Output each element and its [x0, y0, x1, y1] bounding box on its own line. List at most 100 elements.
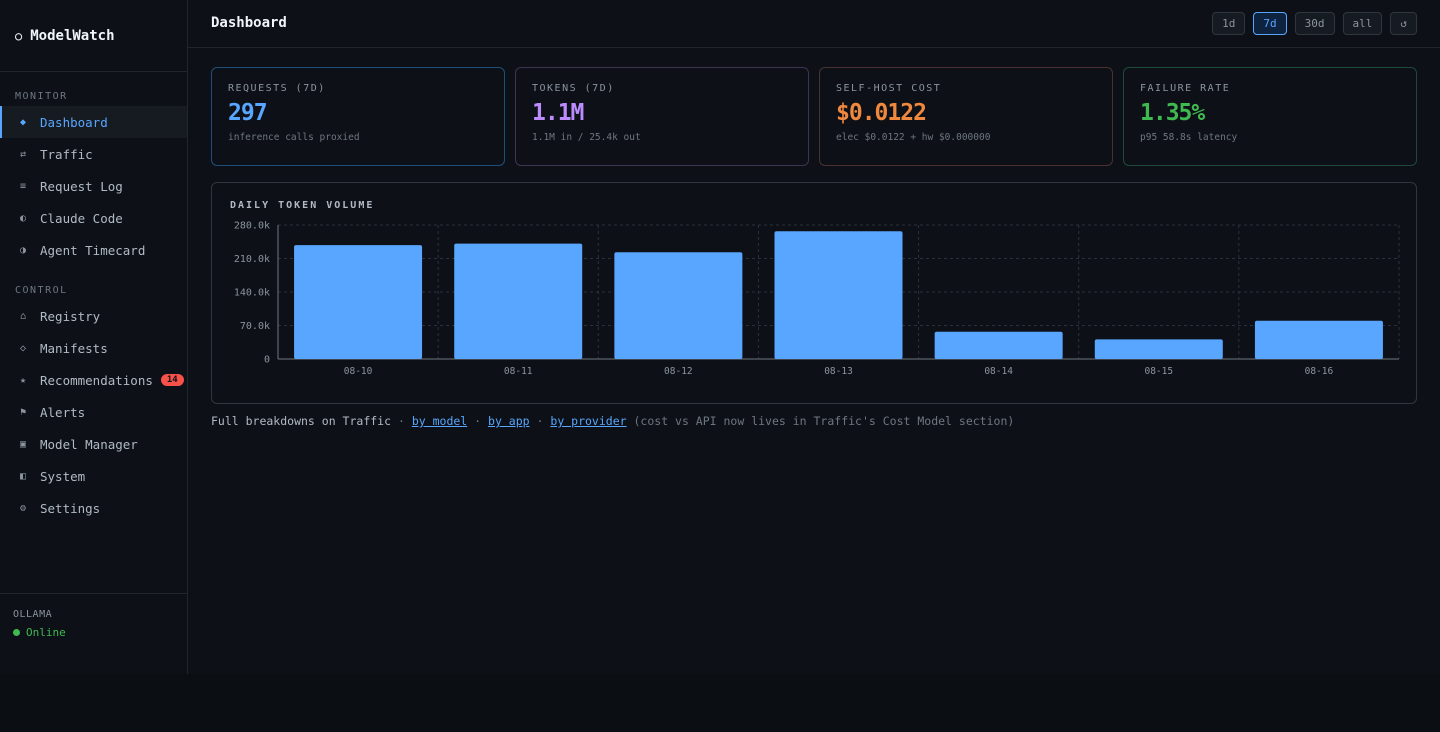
card-value: 297	[228, 100, 268, 126]
sidebar-item-claude-code[interactable]: ◐ Claude Code	[0, 202, 187, 234]
sidebar-item-label: Settings	[40, 500, 101, 516]
model-manager-icon: ▣	[20, 438, 27, 450]
card-label: SELF-HOST COST	[836, 83, 942, 94]
sidebar-item-registry[interactable]: ⌂ Registry	[0, 300, 187, 332]
x-tick-label: 08-13	[824, 366, 853, 377]
range-button-30d[interactable]: 30d	[1294, 12, 1335, 35]
sidebar-item-model-manager[interactable]: ▣ Model Manager	[0, 428, 187, 460]
by-app-link[interactable]: by app	[488, 414, 530, 428]
separator: ·	[474, 414, 482, 428]
card-value: $0.0122	[836, 100, 927, 126]
bar	[934, 331, 1063, 359]
claude-code-icon: ◐	[20, 212, 27, 224]
registry-icon: ⌂	[20, 310, 27, 322]
bottom-strip	[0, 674, 1440, 732]
request-log-icon: ≡	[20, 180, 27, 192]
sidebar-item-label: Registry	[40, 308, 101, 324]
bar	[1094, 339, 1223, 359]
y-tick-label: 70.0k	[240, 321, 270, 332]
card-subtext: p95 58.8s latency	[1140, 132, 1238, 143]
x-tick-label: 08-10	[344, 366, 373, 377]
monitor-section-label: MONITOR	[15, 91, 68, 102]
daily-token-volume-panel: DAILY TOKEN VOLUME 0 70.0k 140.0k 210.0k 280…	[211, 182, 1417, 404]
separator: ·	[397, 414, 405, 428]
x-tick-label: 08-16	[1305, 366, 1334, 377]
refresh-icon[interactable]: ↺	[1390, 12, 1417, 35]
sidebar-item-label: Claude Code	[40, 210, 123, 226]
card-label: REQUESTS (7D)	[228, 83, 326, 94]
card-value: 1.1M	[532, 100, 584, 126]
x-tick-label: 08-15	[1144, 366, 1173, 377]
agent-timecard-icon: ◑	[20, 244, 27, 256]
control-nav: ⌂ Registry ◇ Manifests ★ Recommendations 14 ⚑ Al…	[0, 300, 187, 524]
requests-card: REQUESTS (7D) 297 inference calls proxie…	[211, 67, 505, 166]
range-button-1d[interactable]: 1d	[1212, 12, 1246, 35]
sidebar-item-label: Traffic	[40, 146, 93, 162]
card-subtext: elec $0.0122 + hw $0.000000	[836, 132, 991, 143]
brand-name: ModelWatch	[30, 27, 115, 44]
sidebar-item-settings[interactable]: ⚙ Settings	[0, 492, 187, 524]
by-provider-link[interactable]: by provider	[550, 414, 627, 428]
sidebar-item-system[interactable]: ◧ System	[0, 460, 187, 492]
range-selector: 1d 7d 30d all ↺	[1212, 12, 1417, 35]
daily-token-volume-chart: 0 70.0k 140.0k 210.0k 280.0k 08-10 08-11 08-12 0…	[234, 221, 1400, 377]
y-tick-label: 0	[264, 355, 270, 366]
by-model-link[interactable]: by model	[411, 414, 468, 428]
bar	[454, 243, 583, 359]
page-title: Dashboard	[211, 15, 287, 31]
control-section-label: CONTROL	[15, 285, 68, 296]
breakdown-footnote: Full breakdowns on Traffic · by model · …	[211, 414, 1014, 428]
x-tick-label: 08-14	[984, 366, 1013, 377]
sidebar-item-label: System	[40, 468, 86, 484]
x-tick-label: 08-12	[664, 366, 693, 377]
sidebar-item-request-log[interactable]: ≡ Request Log	[0, 170, 187, 202]
sidebar-item-dashboard[interactable]: ◆ Dashboard	[0, 106, 187, 138]
sidebar-item-alerts[interactable]: ⚑ Alerts	[0, 396, 187, 428]
recommendations-icon: ★	[20, 374, 27, 386]
bar	[614, 252, 743, 359]
tokens-card: TOKENS (7D) 1.1M 1.1M in / 25.4k out	[515, 67, 809, 166]
range-button-7d[interactable]: 7d	[1253, 12, 1287, 35]
brand[interactable]: ○ ModelWatch	[0, 0, 187, 72]
y-tick-label: 280.0k	[234, 221, 270, 232]
sidebar-item-agent-timecard[interactable]: ◑ Agent Timecard	[0, 234, 187, 266]
status-dot-icon	[13, 629, 20, 636]
card-label: TOKENS (7D)	[532, 83, 615, 94]
ollama-label: OLLAMA	[13, 609, 53, 620]
card-label: FAILURE RATE	[1140, 83, 1231, 94]
y-tick-label: 210.0k	[234, 254, 270, 265]
dashboard-icon: ◆	[20, 116, 27, 128]
bar	[1254, 320, 1383, 359]
y-tick-label: 140.0k	[234, 288, 270, 299]
sidebar-item-traffic[interactable]: ⇄ Traffic	[0, 138, 187, 170]
monitor-nav: ◆ Dashboard ⇄ Traffic ≡ Request Log ◐ Claude Co…	[0, 106, 187, 266]
bar	[774, 231, 903, 359]
separator: ·	[536, 414, 544, 428]
sidebar-item-label: Request Log	[40, 178, 123, 194]
card-value: 1.35%	[1140, 100, 1205, 126]
circle-icon: ○	[15, 28, 23, 43]
app-root: ○ ModelWatch MONITOR ◆ Dashboard ⇄ Traffic ≡…	[0, 0, 1440, 674]
alerts-icon: ⚑	[20, 406, 27, 418]
ollama-status-text: Online	[26, 626, 66, 639]
sidebar-item-recommendations[interactable]: ★ Recommendations 14	[0, 364, 187, 396]
self-host-cost-card: SELF-HOST COST $0.0122 elec $0.0122 + hw…	[819, 67, 1113, 166]
header: Dashboard 1d 7d 30d all ↺	[188, 0, 1440, 48]
system-icon: ◧	[20, 470, 27, 482]
sidebar: ○ ModelWatch MONITOR ◆ Dashboard ⇄ Traffic ≡…	[0, 0, 188, 674]
manifests-icon: ◇	[20, 342, 27, 354]
sidebar-item-manifests[interactable]: ◇ Manifests	[0, 332, 187, 364]
failure-rate-card: FAILURE RATE 1.35% p95 58.8s latency	[1123, 67, 1417, 166]
range-button-all[interactable]: all	[1342, 12, 1383, 35]
sidebar-item-label: Model Manager	[40, 436, 138, 452]
footnote-tail: (cost vs API now lives in Traffic's Cost…	[633, 414, 1015, 428]
traffic-icon: ⇄	[20, 148, 27, 160]
count-badge: 14	[160, 374, 184, 386]
ollama-status-panel: OLLAMA Online	[0, 593, 187, 639]
chart-title: DAILY TOKEN VOLUME	[230, 200, 375, 211]
sidebar-item-label: Manifests	[40, 340, 108, 356]
sidebar-item-label: Agent Timecard	[40, 242, 146, 258]
card-subtext: 1.1M in / 25.4k out	[532, 132, 641, 143]
ollama-status: Online	[13, 626, 187, 639]
sidebar-item-label: Dashboard	[40, 114, 108, 130]
